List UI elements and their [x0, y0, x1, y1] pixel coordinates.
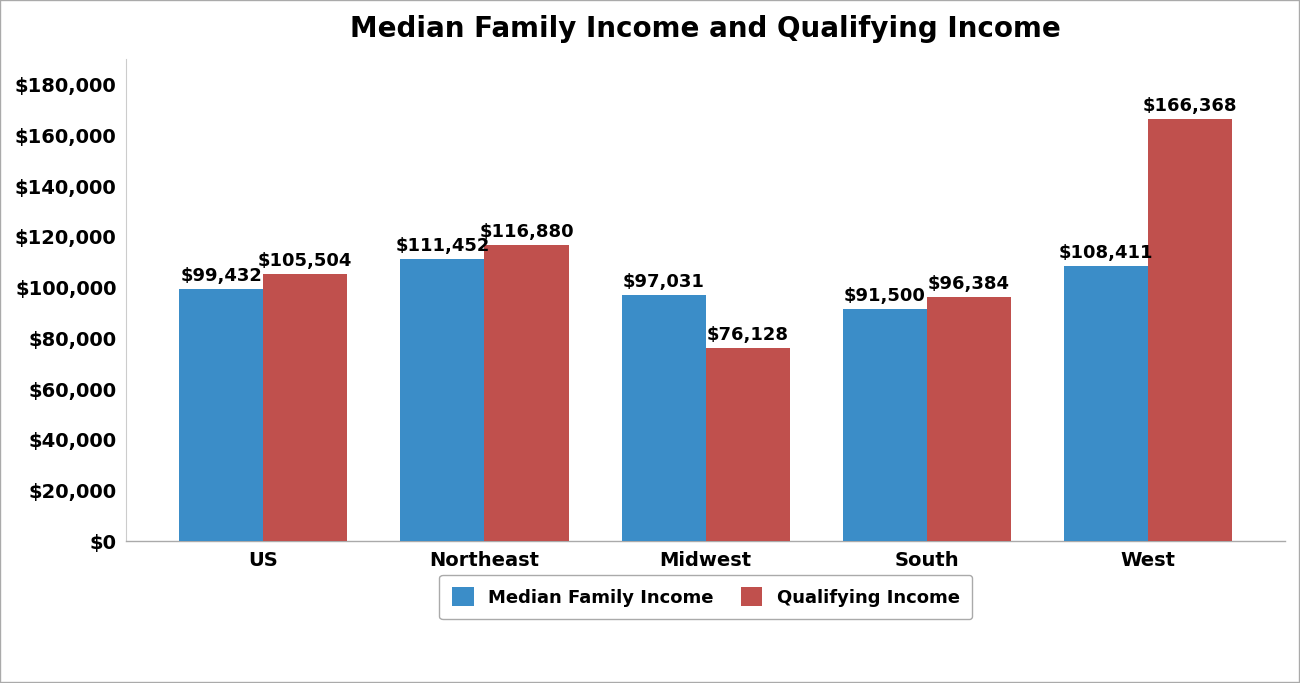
Text: $99,432: $99,432: [181, 267, 263, 285]
Text: $166,368: $166,368: [1143, 98, 1238, 115]
Text: $76,128: $76,128: [707, 326, 789, 344]
Bar: [927, 297, 1011, 542]
Bar: [1065, 266, 1148, 542]
Legend: Median Family Income, Qualifying Income: Median Family Income, Qualifying Income: [439, 574, 972, 619]
Bar: [263, 274, 347, 542]
Text: $105,504: $105,504: [259, 252, 352, 270]
Title: Median Family Income and Qualifying Income: Median Family Income and Qualifying Inco…: [351, 15, 1061, 43]
Text: $116,880: $116,880: [480, 223, 573, 241]
Text: $91,500: $91,500: [844, 288, 926, 305]
Bar: [485, 245, 568, 542]
Bar: [1148, 120, 1232, 542]
Bar: [621, 295, 706, 542]
Bar: [842, 309, 927, 542]
Text: $111,452: $111,452: [395, 237, 490, 255]
Text: $97,031: $97,031: [623, 273, 705, 292]
Text: $108,411: $108,411: [1060, 245, 1153, 262]
Bar: [179, 289, 263, 542]
Bar: [400, 259, 485, 542]
Text: $96,384: $96,384: [928, 275, 1010, 293]
Bar: [706, 348, 790, 542]
